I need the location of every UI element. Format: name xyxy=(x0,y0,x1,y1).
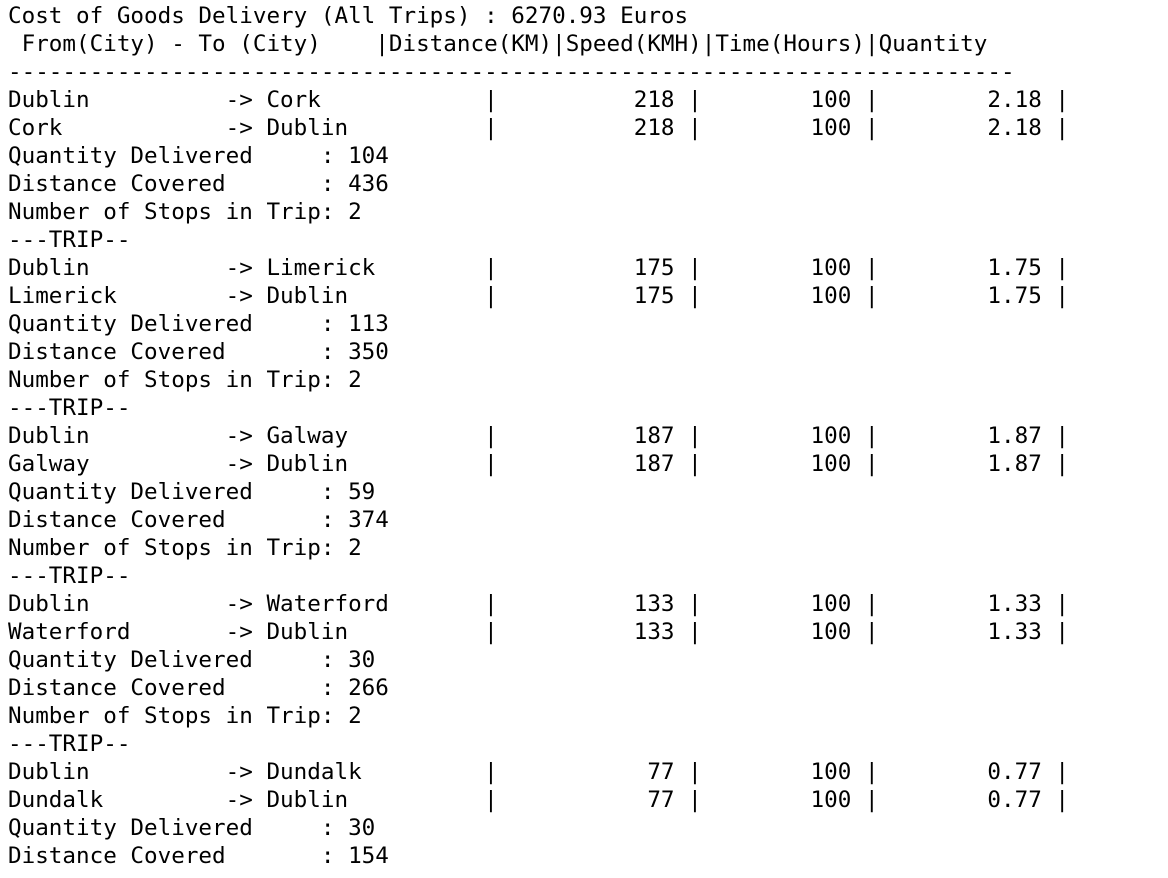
trip-leg-line: Dublin -> Limerick | 175 | 100 | 1.75 | … xyxy=(8,255,1160,281)
trip-leg-line: Limerick -> Dublin | 175 | 100 | 1.75 | … xyxy=(8,283,1160,309)
quantity-delivered-line: Quantity Delivered : 104 xyxy=(8,143,389,169)
distance-covered-line: Distance Covered : 266 xyxy=(8,675,389,701)
distance-covered-line: Distance Covered : 374 xyxy=(8,507,389,533)
table-header-line: From(City) - To (City) |Distance(KM)|Spe… xyxy=(8,31,988,57)
distance-covered-line: Distance Covered : 436 xyxy=(8,171,389,197)
trip-separator-line: ---TRIP-- xyxy=(8,227,131,253)
trip-separator-line: ---TRIP-- xyxy=(8,395,131,421)
quantity-delivered-line: Quantity Delivered : 59 xyxy=(8,479,376,505)
distance-covered-line: Distance Covered : 350 xyxy=(8,339,389,365)
trip-separator-line: ---TRIP-- xyxy=(8,563,131,589)
trip-leg-line: Dublin -> Dundalk | 77 | 100 | 0.77 | 30 xyxy=(8,759,1160,785)
quantity-delivered-line: Quantity Delivered : 30 xyxy=(8,647,376,673)
trip-leg-line: Dublin -> Galway | 187 | 100 | 1.87 | 59 xyxy=(8,423,1160,449)
quantity-delivered-line: Quantity Delivered : 113 xyxy=(8,311,389,337)
header-separator-line: ----------------------------------------… xyxy=(8,59,1015,85)
trip-leg-line: Waterford -> Dublin | 133 | 100 | 1.33 |… xyxy=(8,619,1160,645)
trip-leg-line: Cork -> Dublin | 218 | 100 | 2.18 | 0 xyxy=(8,115,1160,141)
stops-count-line: Number of Stops in Trip: 2 xyxy=(8,199,362,225)
trip-leg-line: Dublin -> Cork | 218 | 100 | 2.18 | 104 xyxy=(8,87,1160,113)
quantity-delivered-line: Quantity Delivered : 30 xyxy=(8,815,376,841)
distance-covered-line: Distance Covered : 154 xyxy=(8,843,389,869)
trip-leg-line: Dundalk -> Dublin | 77 | 100 | 0.77 | 0 xyxy=(8,787,1160,813)
trip-separator-line: ---TRIP-- xyxy=(8,731,131,757)
stops-count-line: Number of Stops in Trip: 2 xyxy=(8,703,362,729)
stops-count-line: Number of Stops in Trip: 2 xyxy=(8,535,362,561)
stops-count-line: Number of Stops in Trip: 2 xyxy=(8,367,362,393)
cost-summary-line: Cost of Goods Delivery (All Trips) : 627… xyxy=(8,3,689,29)
trip-leg-line: Galway -> Dublin | 187 | 100 | 1.87 | 0 xyxy=(8,451,1160,477)
trip-leg-line: Dublin -> Waterford | 133 | 100 | 1.33 |… xyxy=(8,591,1160,617)
terminal-output: Cost of Goods Delivery (All Trips) : 627… xyxy=(8,2,1160,872)
